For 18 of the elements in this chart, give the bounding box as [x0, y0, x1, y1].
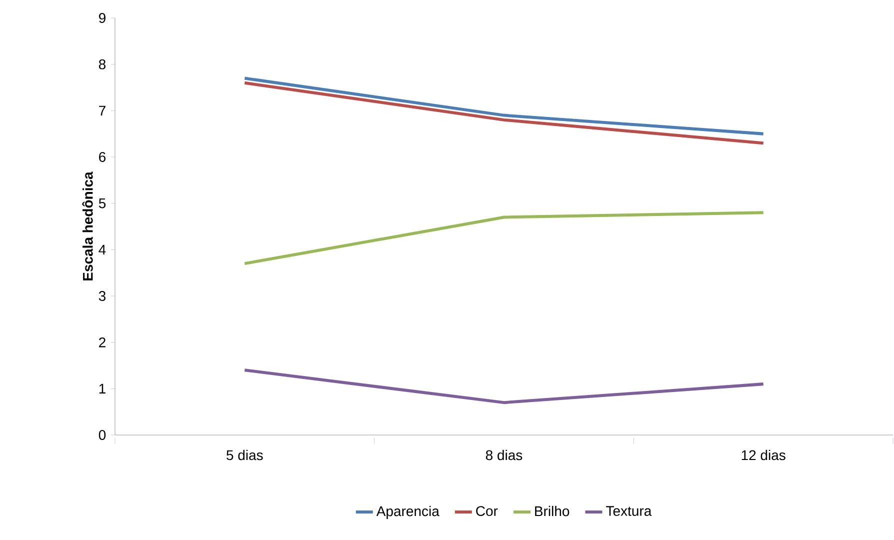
y-tick-label: 4	[98, 244, 106, 254]
y-tick-label: 1	[99, 384, 106, 394]
y-tick-label: 8	[98, 59, 106, 70]
x-tick-label: 8 dias	[486, 450, 522, 460]
x-tick-label: 12 dias	[742, 450, 786, 460]
y-tick-label: 2	[99, 337, 106, 348]
legend-label: Cor	[476, 506, 498, 516]
y-tick-label: 9	[99, 13, 106, 23]
y-tick-label: 7	[99, 106, 106, 116]
y-tick-label: 6	[99, 152, 106, 162]
legend-label: Textura	[606, 506, 652, 516]
legend-label: Brilho	[535, 506, 570, 516]
y-tick-label: 3	[98, 291, 106, 301]
y-tick-label: 0	[98, 430, 106, 440]
y-axis-title: Escala hedônica	[82, 172, 93, 280]
y-tick-label: 5	[98, 198, 106, 208]
x-tick-label: 5 dias	[226, 450, 263, 460]
legend-label: Aparencia	[376, 506, 440, 519]
